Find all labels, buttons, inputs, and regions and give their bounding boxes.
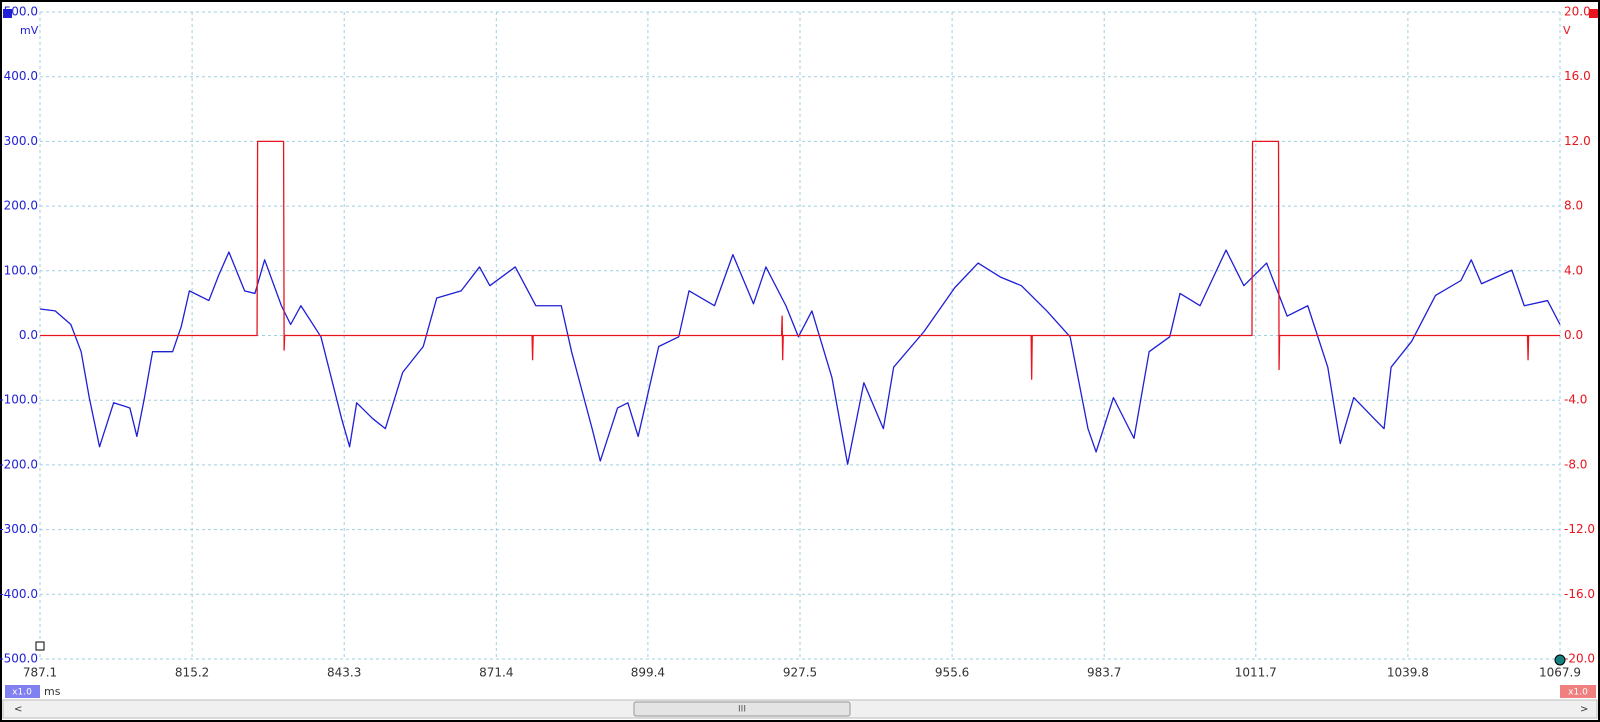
y-tick-label: 300.0 [4,134,38,148]
x-tick-label: 899.4 [631,666,665,680]
y2-unit: V [1563,24,1571,37]
channel-b-marker [1589,9,1598,18]
x-zoom-right-box[interactable] [1560,685,1596,698]
scroll-right[interactable]: > [1580,704,1588,715]
y2-tick-label: -16.0 [1564,587,1595,601]
trace [39,249,1561,465]
x-zoom-right[interactable]: x1.0 [1568,688,1588,698]
origin-marker [35,641,45,651]
y-tick-label: 100.0 [4,263,38,277]
y-tick-label: 200.0 [4,199,38,213]
y-tick-label: 0.0 [19,328,38,342]
x-zoom-left[interactable]: x1.0 [12,688,32,698]
x-unit: ms [44,685,61,698]
y2-tick-label: -4.0 [1564,393,1587,407]
y-tick-label: 500.0 [4,5,38,19]
x-zoom-left-box[interactable] [5,685,40,698]
y-tick-label: 400.0 [4,69,38,83]
x-tick-label: 1067.9 [1539,666,1581,680]
y-tick-label: -500.0 [0,652,38,666]
x-tick-label: 1011.7 [1235,666,1277,680]
x-tick-label: 955.6 [935,666,969,680]
y2-tick-label: 12.0 [1564,134,1591,148]
y2-tick-label: 20.0 [1564,5,1591,19]
scroll-left[interactable]: < [14,704,22,715]
scroll-thumb[interactable] [633,701,851,717]
y-tick-label: -400.0 [0,587,38,601]
y2-tick-label: 16.0 [1564,69,1591,83]
y-tick-label: -100.0 [0,393,38,407]
grid [39,11,1561,660]
labels: 500.0 400.0 300.0 200.0 100.0 0.0 -100.0 -200.0… [0,5,1595,680]
y2-tick-label: 4.0 [1564,263,1583,277]
y2-tick-label: 0.0 [1564,328,1583,342]
y2-tick-label: -20.0 [1564,652,1595,666]
x-tick-label: 815.2 [175,666,209,680]
y-unit: mV [20,24,39,37]
y2-tick-label: -8.0 [1564,457,1587,471]
x-tick-label: 843.3 [327,666,361,680]
y2-tick-label: -12.0 [1564,522,1595,536]
channel-a-marker [3,9,12,18]
x-tick-label: 787.1 [23,666,57,680]
trace [40,140,1560,380]
traces [39,140,1561,465]
x-tick-label: 1039.8 [1387,666,1429,680]
y2-tick-label: 8.0 [1564,199,1583,213]
scroll-grip[interactable]: III [738,705,746,715]
x-tick-label: 927.5 [783,666,817,680]
trigger-marker [1554,654,1566,666]
x-tick-label: 983.7 [1087,666,1121,680]
x-tick-label: 871.4 [479,666,513,680]
y-tick-label: -200.0 [0,457,38,471]
y-tick-label: -300.0 [0,522,38,536]
